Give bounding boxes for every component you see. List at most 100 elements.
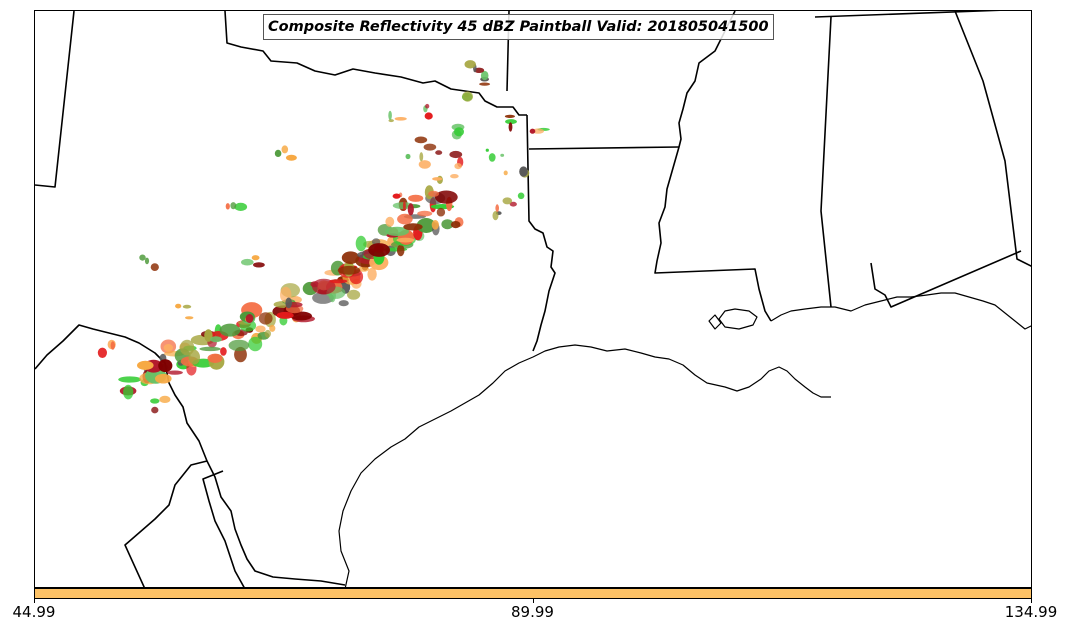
storm-cell-213 [139, 254, 146, 261]
storm-cell-225 [151, 406, 159, 414]
storm-cell-146 [403, 223, 423, 231]
colorbar-tick-label-1: 89.99 [511, 603, 554, 621]
storm-cell-92 [347, 289, 361, 300]
storm-cell-216 [251, 255, 260, 261]
storm-cell-226 [159, 395, 171, 403]
mississippi-river-border [654, 11, 772, 322]
storm-cell-23 [158, 359, 173, 373]
storm-cell-69 [258, 312, 273, 325]
storm-cell-13 [166, 370, 183, 375]
paintball-cells [97, 60, 550, 414]
colorbar-tick-label-2: 134.99 [1004, 603, 1058, 621]
storm-cell-229 [394, 117, 407, 121]
storm-cell-155 [408, 194, 424, 202]
storm-cell-161 [428, 190, 440, 197]
storm-cell-220 [175, 303, 182, 309]
colorbar-tick-2 [1031, 599, 1032, 603]
storm-cell-190 [418, 160, 431, 169]
storm-cell-200 [500, 153, 505, 157]
storm-cell-227 [150, 398, 160, 404]
storm-cell-44 [210, 336, 222, 343]
storm-cell-214 [150, 263, 159, 271]
louisiana-coast [770, 292, 1031, 330]
storm-cell-184 [454, 163, 462, 170]
storm-cell-197 [464, 60, 476, 69]
storm-cell-163 [425, 103, 430, 109]
storm-cell-224 [110, 341, 116, 350]
storm-cell-175 [508, 122, 513, 132]
storm-cell-172 [480, 70, 489, 81]
coastline [338, 292, 1031, 587]
storm-cell-130 [396, 244, 405, 257]
storm-cell-49 [248, 336, 263, 352]
storm-cell-236 [450, 221, 461, 229]
storm-cell-167 [454, 127, 464, 137]
storm-cell-176 [504, 114, 515, 118]
storm-cell-235 [441, 219, 454, 230]
storm-cell-59 [269, 324, 276, 332]
storm-cell-4 [118, 376, 142, 383]
storm-cell-110 [367, 267, 377, 281]
storm-cell-221 [185, 316, 194, 320]
storm-cell-212 [230, 202, 237, 210]
storm-cell-47 [219, 323, 241, 337]
lake-pontchartrain [718, 308, 758, 330]
storm-cell-164 [424, 112, 433, 120]
storm-cell-209 [274, 149, 282, 157]
storm-cell-219 [182, 304, 192, 309]
storm-cell-198 [488, 153, 496, 162]
storm-cell-7 [123, 384, 134, 400]
storm-cell-50 [255, 325, 266, 333]
storm-cell-101 [329, 279, 348, 284]
storm-cell-218 [253, 262, 265, 268]
storm-cell-177 [503, 170, 508, 176]
storm-cell-150 [431, 220, 439, 230]
storm-cell-215 [144, 257, 150, 265]
storm-cell-123 [355, 235, 367, 252]
storm-cell-203 [529, 128, 536, 134]
storm-cell-140 [385, 216, 395, 227]
arkansas-louisiana-border [528, 146, 680, 150]
storm-cell-16 [155, 373, 172, 384]
storm-cell-15 [137, 360, 154, 370]
colorbar-tick-0 [34, 599, 35, 603]
storm-cell-143 [385, 226, 409, 236]
colorbar-tick-1 [532, 599, 534, 603]
mississippi-alabama-border [820, 16, 832, 308]
storm-cell-182 [492, 211, 499, 221]
storm-cell-228 [388, 119, 394, 123]
storm-cell-231 [414, 136, 428, 144]
storm-cell-79 [285, 297, 292, 309]
storm-cell-210 [225, 203, 230, 210]
storm-cell-181 [495, 204, 500, 213]
storm-cell-133 [368, 243, 390, 257]
storm-cell-142 [416, 218, 436, 233]
storm-cell-206 [517, 192, 525, 200]
mexico-state-border-1 [124, 460, 208, 587]
storm-cell-189 [405, 153, 411, 160]
colorbar [34, 588, 1032, 599]
storm-cell-194 [392, 193, 401, 199]
storm-cell-179 [519, 166, 528, 177]
state-borders [35, 11, 1031, 587]
alabama-florida-border [870, 250, 1022, 308]
storm-cell-185 [449, 150, 463, 159]
storm-cell-25 [163, 344, 173, 352]
storm-cell-138 [396, 237, 415, 243]
storm-cell-148 [397, 213, 413, 225]
storm-cell-97 [312, 278, 336, 295]
texas-louisiana-border [526, 114, 556, 352]
map-area [34, 10, 1032, 588]
storm-cell-112 [341, 251, 360, 264]
storm-cell-157 [436, 207, 446, 217]
lake-borgne [708, 314, 722, 330]
storm-cell-208 [281, 145, 289, 154]
storm-cell-223 [97, 347, 107, 358]
storm-cell-188 [450, 174, 459, 179]
storm-cell-211 [234, 202, 248, 211]
rio-grande-border [35, 324, 346, 586]
storm-cell-82 [338, 300, 349, 307]
storm-cell-199 [485, 148, 489, 152]
storm-cell-74 [276, 311, 294, 319]
storm-cell-34 [220, 347, 227, 356]
